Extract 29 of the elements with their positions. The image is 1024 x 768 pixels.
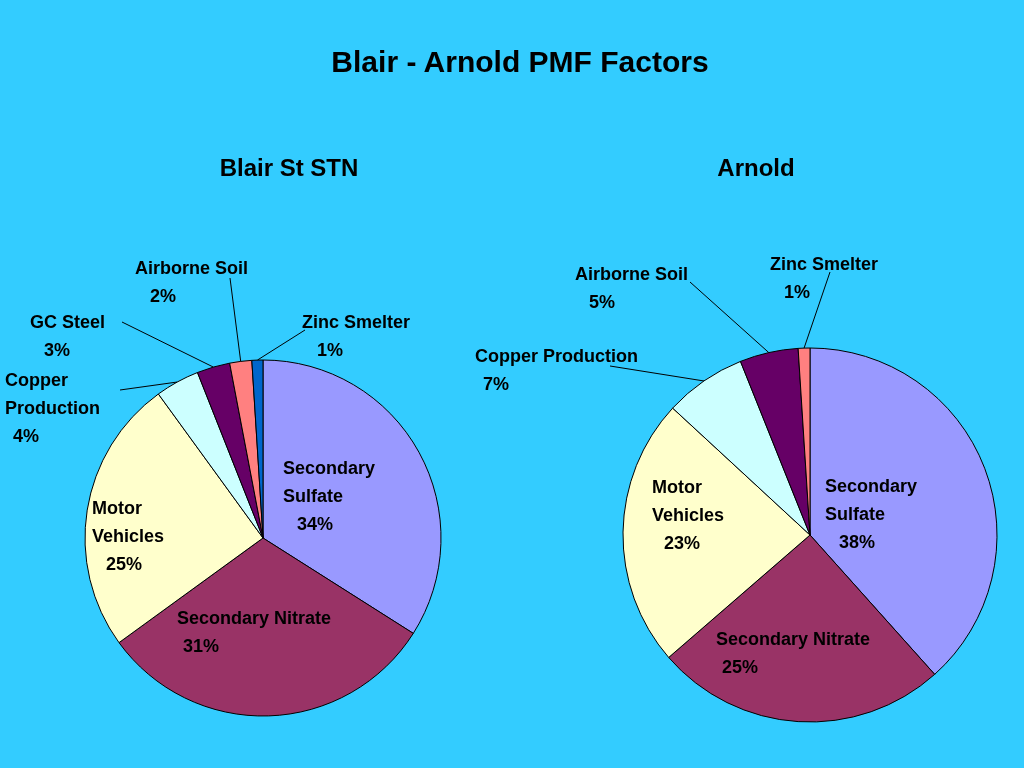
data-label: 7% — [483, 374, 510, 394]
slice-label: Secondary Nitrate — [177, 608, 332, 628]
slice-label: Motor Vehicles — [652, 477, 725, 525]
data-label: 1% — [317, 340, 344, 360]
slice-label: Zinc Smelter — [770, 254, 879, 274]
slice-label: Secondary Sulfate — [825, 476, 918, 524]
data-label: 31% — [183, 636, 220, 656]
data-label: 25% — [722, 657, 759, 677]
slice-label: Secondary Nitrate — [716, 629, 871, 649]
slice-label: Copper Production — [475, 346, 638, 366]
data-label: 1% — [784, 282, 811, 302]
slice-label: Motor Vehicles — [92, 498, 165, 546]
data-label: 5% — [589, 292, 616, 312]
text: Blair - Arnold PMF Factors — [331, 45, 709, 78]
slice-label: GC Steel — [30, 312, 106, 332]
slice-label: Copper Production — [5, 370, 100, 418]
data-label: 38% — [839, 532, 876, 552]
slice-label: Airborne Soil — [575, 264, 689, 284]
slice-label: Zinc Smelter — [302, 312, 411, 332]
data-label: 4% — [13, 426, 40, 446]
slice-label: Secondary Sulfate — [283, 458, 376, 506]
chart-title: Blair St STN — [219, 154, 359, 181]
data-label: 2% — [150, 286, 177, 306]
data-label: 23% — [664, 533, 701, 553]
data-label: 34% — [297, 514, 334, 534]
chart-title: Arnold — [717, 154, 795, 181]
data-label: 25% — [106, 554, 143, 574]
data-label: 3% — [44, 340, 71, 360]
slice-label: Airborne Soil — [135, 258, 249, 278]
